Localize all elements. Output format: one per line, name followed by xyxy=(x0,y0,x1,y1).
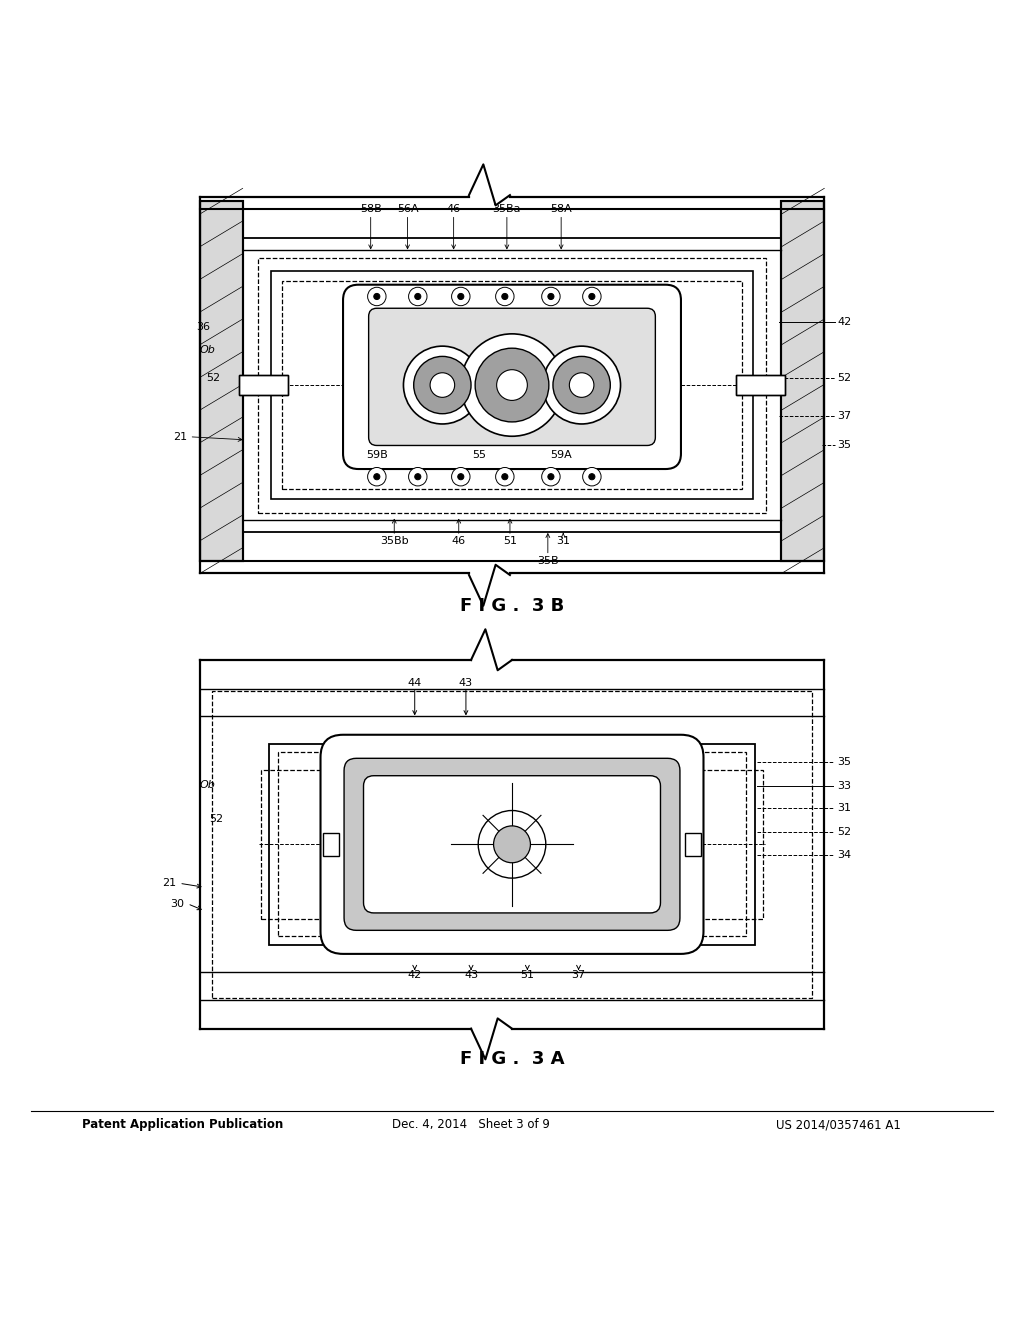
Text: 52: 52 xyxy=(838,374,852,383)
Circle shape xyxy=(458,474,464,479)
Text: 36: 36 xyxy=(196,322,210,333)
Text: 34: 34 xyxy=(838,850,852,859)
Circle shape xyxy=(374,293,380,300)
FancyBboxPatch shape xyxy=(343,285,681,469)
Text: F I G .  3 B: F I G . 3 B xyxy=(460,597,564,615)
Text: 35B: 35B xyxy=(537,556,559,566)
FancyBboxPatch shape xyxy=(344,758,680,931)
Text: 35Ba: 35Ba xyxy=(493,205,521,214)
Text: 52: 52 xyxy=(838,828,852,837)
FancyBboxPatch shape xyxy=(321,735,703,954)
Text: 55: 55 xyxy=(472,450,486,461)
Text: 33: 33 xyxy=(838,781,852,791)
Circle shape xyxy=(548,474,554,479)
Circle shape xyxy=(458,293,464,300)
Circle shape xyxy=(430,372,455,397)
Bar xyxy=(258,257,766,512)
FancyBboxPatch shape xyxy=(369,309,655,445)
Text: 31: 31 xyxy=(556,536,570,546)
Bar xyxy=(685,833,701,855)
Bar xyxy=(781,201,824,561)
Circle shape xyxy=(569,372,594,397)
Circle shape xyxy=(368,467,386,486)
Bar xyxy=(781,201,824,561)
Text: Ob: Ob xyxy=(199,780,215,789)
Text: 58A: 58A xyxy=(550,205,572,214)
Circle shape xyxy=(452,467,470,486)
Circle shape xyxy=(542,288,560,306)
Circle shape xyxy=(589,474,595,479)
Text: 46: 46 xyxy=(452,536,466,546)
Circle shape xyxy=(415,293,421,300)
Text: 30: 30 xyxy=(170,899,184,908)
Circle shape xyxy=(452,288,470,306)
Bar xyxy=(736,375,785,395)
Text: 44: 44 xyxy=(408,677,422,688)
Text: 35: 35 xyxy=(838,758,852,767)
Bar xyxy=(212,690,812,998)
Text: 52: 52 xyxy=(209,813,223,824)
Circle shape xyxy=(409,288,427,306)
Text: Ob: Ob xyxy=(199,345,215,355)
Text: 35Bb: 35Bb xyxy=(380,536,409,546)
Text: 42: 42 xyxy=(838,317,852,327)
Text: F I G .  3 A: F I G . 3 A xyxy=(460,1051,564,1068)
Circle shape xyxy=(542,467,560,486)
Circle shape xyxy=(494,826,530,863)
Circle shape xyxy=(368,288,386,306)
Text: US 2014/0357461 A1: US 2014/0357461 A1 xyxy=(776,1118,901,1131)
Bar xyxy=(200,201,243,561)
Circle shape xyxy=(583,467,601,486)
Circle shape xyxy=(475,348,549,422)
FancyBboxPatch shape xyxy=(364,776,660,913)
Text: 21: 21 xyxy=(173,432,187,442)
Bar xyxy=(261,770,763,919)
Text: Dec. 4, 2014   Sheet 3 of 9: Dec. 4, 2014 Sheet 3 of 9 xyxy=(392,1118,550,1131)
Text: Patent Application Publication: Patent Application Publication xyxy=(82,1118,284,1131)
Text: 58B: 58B xyxy=(359,205,382,214)
Circle shape xyxy=(414,356,471,413)
Circle shape xyxy=(409,467,427,486)
Circle shape xyxy=(502,474,508,479)
Bar xyxy=(282,281,742,488)
Text: 56A: 56A xyxy=(396,205,419,214)
Circle shape xyxy=(497,370,527,400)
Circle shape xyxy=(553,356,610,413)
Text: 37: 37 xyxy=(838,412,852,421)
Circle shape xyxy=(496,467,514,486)
Circle shape xyxy=(496,288,514,306)
Circle shape xyxy=(461,334,563,436)
Circle shape xyxy=(415,474,421,479)
Bar xyxy=(278,752,746,936)
Circle shape xyxy=(589,293,595,300)
Text: 51: 51 xyxy=(520,970,535,981)
Circle shape xyxy=(583,288,601,306)
Circle shape xyxy=(374,474,380,479)
Bar xyxy=(200,201,243,561)
Bar xyxy=(239,375,288,395)
Circle shape xyxy=(502,293,508,300)
Circle shape xyxy=(543,346,621,424)
Text: 51: 51 xyxy=(503,536,517,546)
Text: 31: 31 xyxy=(838,804,852,813)
Bar xyxy=(269,744,755,945)
Text: 43: 43 xyxy=(464,970,478,981)
Text: 21: 21 xyxy=(162,878,176,888)
Circle shape xyxy=(403,346,481,424)
Text: 52: 52 xyxy=(206,374,220,383)
Circle shape xyxy=(478,810,546,878)
Circle shape xyxy=(548,293,554,300)
Bar xyxy=(323,833,339,855)
Text: 35: 35 xyxy=(838,440,852,450)
Text: 37: 37 xyxy=(571,970,586,981)
Text: 46: 46 xyxy=(446,205,461,214)
Text: 42: 42 xyxy=(408,970,422,981)
Text: 59B: 59B xyxy=(366,450,388,461)
Bar xyxy=(736,375,785,395)
Text: 59A: 59A xyxy=(550,450,572,461)
Bar xyxy=(239,375,288,395)
Text: 43: 43 xyxy=(459,677,473,688)
Bar xyxy=(271,271,753,499)
